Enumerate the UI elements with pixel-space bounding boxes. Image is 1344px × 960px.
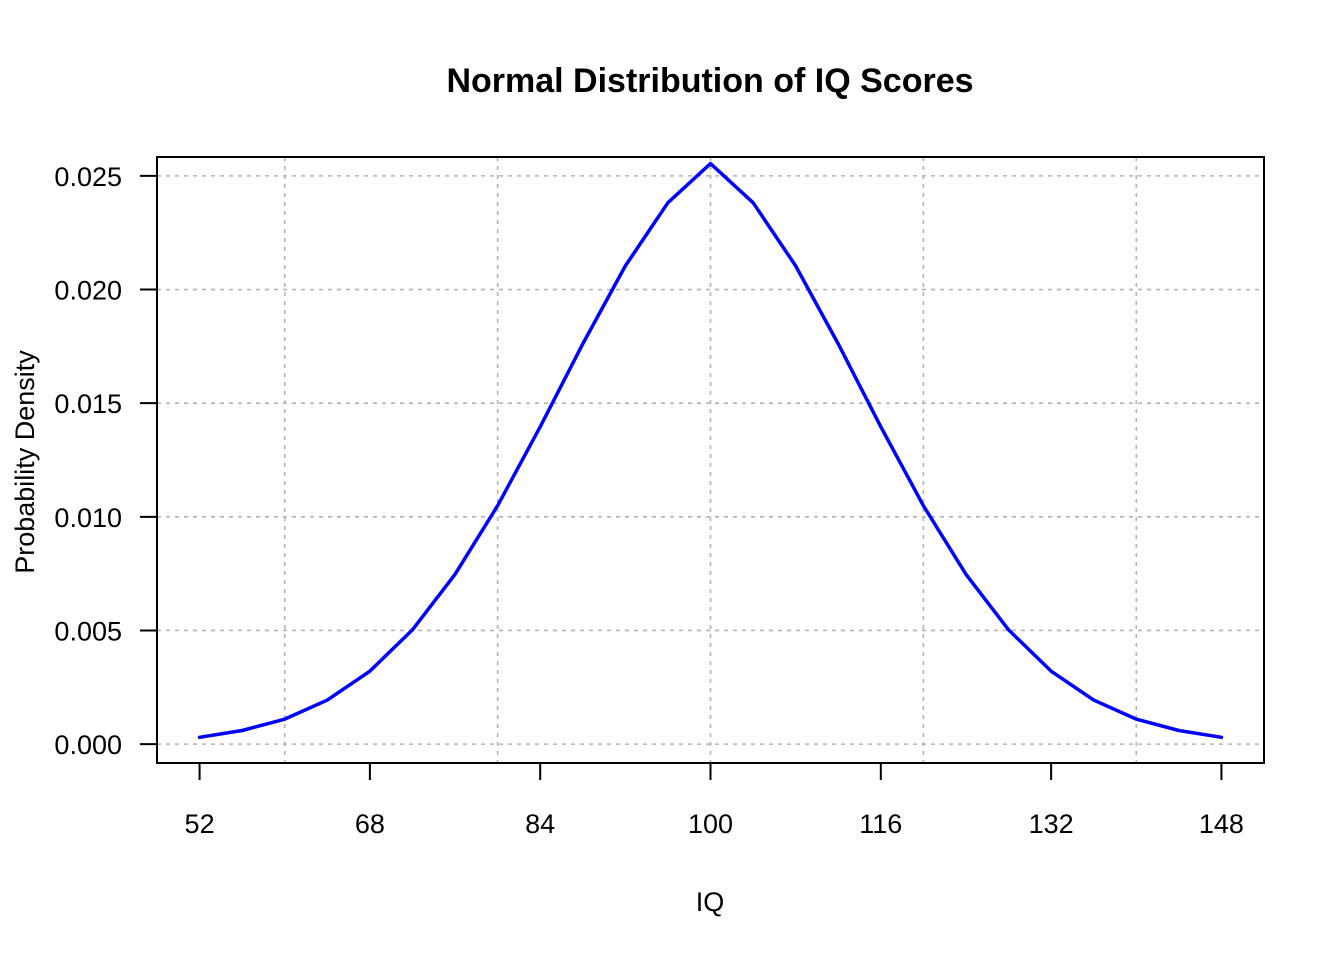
density-curve (197, 161, 1224, 740)
x-tick-label-52: 52 (185, 809, 215, 839)
x-axis: 52 68 84 100 116 132 148 (185, 762, 1244, 839)
y-tick-label-0: 0.000 (54, 730, 122, 760)
density-curve-layer (197, 161, 1224, 740)
y-tick-label-0.015: 0.015 (54, 389, 122, 419)
x-tick-label-148: 148 (1199, 809, 1244, 839)
y-tick-label-0.01: 0.010 (54, 503, 122, 533)
y-axis-label: Probability Density (10, 350, 40, 574)
x-tick-label-116: 116 (859, 809, 902, 839)
y-tick-label-0.005: 0.005 (54, 616, 122, 646)
y-tick-label-0.025: 0.025 (54, 162, 122, 192)
x-axis-label: IQ (696, 887, 725, 917)
x-tick-label-100: 100 (688, 809, 733, 839)
grid (157, 157, 1264, 763)
chart-title: Normal Distribution of IQ Scores (446, 62, 973, 100)
y-tick-label-0.02: 0.020 (54, 276, 122, 306)
x-tick-label-84: 84 (525, 809, 555, 839)
x-tick-label-68: 68 (355, 809, 385, 839)
y-axis: 0.000 0.005 0.010 0.015 0.020 0.025 (54, 162, 158, 760)
x-tick-label-132: 132 (1029, 809, 1074, 839)
